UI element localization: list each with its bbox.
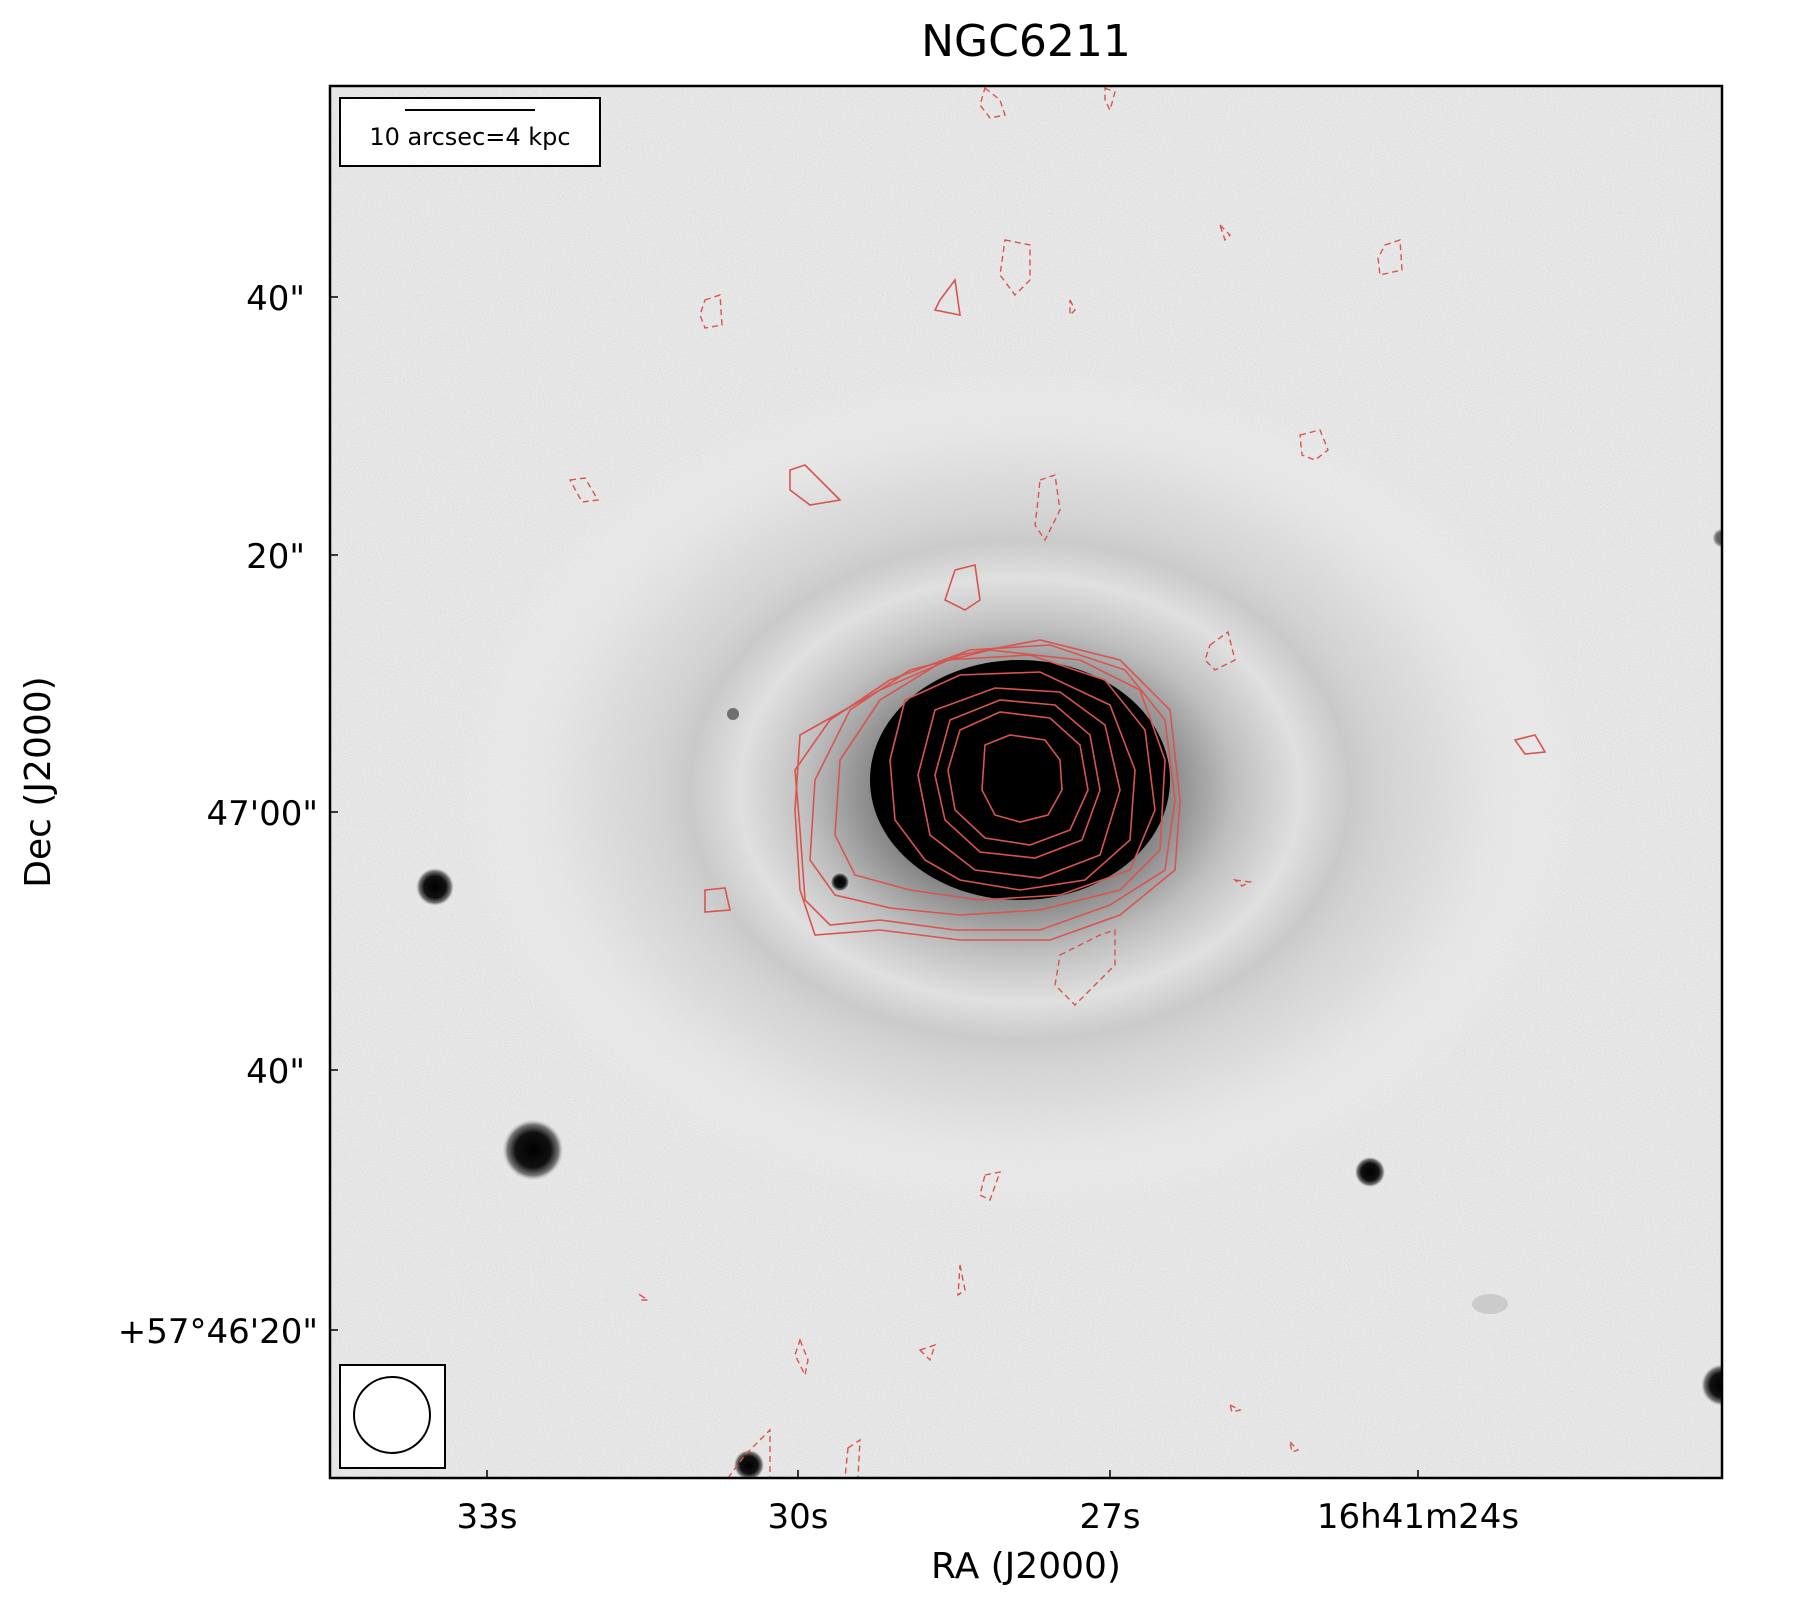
star [415,867,455,907]
star [501,1118,565,1182]
x-tick-label: 27s [1080,1497,1141,1537]
x-tick-label: 16h41m24s [1317,1497,1519,1537]
star [733,1449,765,1478]
star [830,872,850,892]
star [1712,528,1722,548]
plot-title: NGC6211 [921,16,1131,67]
x-tick-labels: 33s 30s 27s 16h41m24s [457,1497,1520,1537]
y-tick-label: 40" [246,1052,305,1092]
y-axis-label: Dec (J2000) [18,676,59,887]
scalebar-label: 10 arcsec=4 kpc [369,123,570,151]
plot-frame [328,84,1724,1480]
x-tick-label: 33s [457,1497,518,1537]
star [1354,1156,1386,1188]
y-tick-label: 47'00" [206,794,318,834]
faint-source [1472,1294,1508,1314]
contours-solid [704,277,1547,941]
x-axis-label: RA (J2000) [931,1546,1121,1587]
y-tick-label: 40" [246,279,305,319]
y-tick-labels: 40" 20" 47'00" 40" +57°46'20" [118,279,318,1352]
scalebar: 10 arcsec=4 kpc [339,97,601,167]
beam-box [339,1364,446,1469]
x-tick-label: 30s [768,1497,829,1537]
contours-dashed [568,86,1403,1478]
beam-ellipse-icon [353,1376,431,1454]
y-tick-label: +57°46'20" [118,1312,318,1352]
galaxy-core [870,660,1170,900]
sky-image: 10 arcsec=4 kpc [330,86,1722,1478]
y-tick-label: 20" [246,537,305,577]
star [727,708,739,720]
tick-marks [330,296,1419,1478]
star [1700,1363,1722,1407]
